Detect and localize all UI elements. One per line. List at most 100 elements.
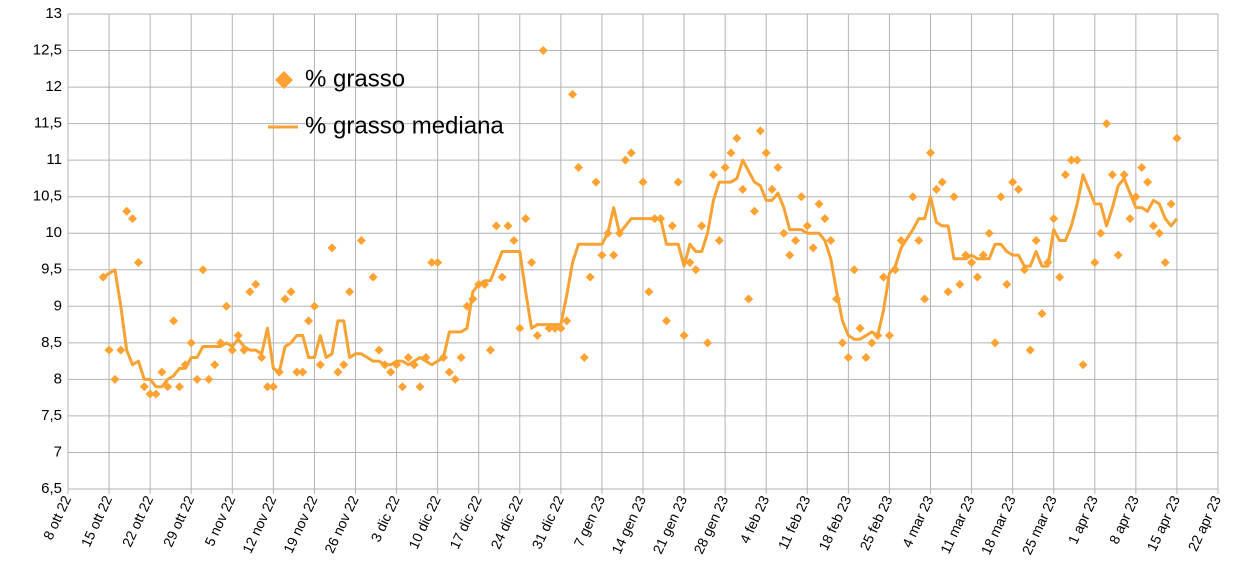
data-point — [861, 352, 871, 362]
data-point — [198, 265, 208, 275]
data-point — [926, 148, 935, 158]
y-tick-label: 10,5 — [33, 188, 62, 205]
data-point — [210, 360, 220, 370]
data-point — [532, 331, 542, 341]
data-point — [397, 382, 407, 392]
data-point — [227, 345, 237, 355]
data-point — [562, 316, 572, 326]
data-point — [691, 265, 701, 275]
y-tick-label: 8,5 — [41, 334, 62, 351]
data-point — [444, 367, 454, 377]
data-point — [1031, 236, 1041, 246]
data-point — [298, 367, 308, 377]
data-point — [843, 352, 853, 362]
data-point — [855, 323, 865, 333]
x-tick-label: 15 apr 23 — [1143, 493, 1183, 554]
data-point — [937, 177, 947, 187]
data-point — [931, 184, 941, 194]
data-point — [204, 374, 214, 384]
data-point — [174, 382, 184, 392]
data-point — [456, 352, 466, 362]
data-point — [145, 389, 155, 399]
data-point — [286, 287, 296, 297]
x-tick-label: 26 nov 22 — [321, 493, 362, 556]
y-tick-label: 13 — [45, 5, 62, 22]
data-point — [427, 257, 437, 267]
x-tick-label: 25 mar 23 — [1019, 493, 1060, 557]
data-point — [1119, 170, 1129, 180]
data-point — [749, 206, 759, 216]
data-point — [538, 46, 548, 56]
data-point — [403, 352, 413, 362]
x-tick-label: 8 apr 23 — [1106, 493, 1142, 547]
data-point — [867, 338, 877, 348]
data-point — [726, 148, 736, 158]
legend-marker — [275, 71, 293, 89]
data-point — [673, 177, 683, 187]
data-point — [245, 287, 255, 297]
y-tick-label: 7,5 — [41, 407, 62, 424]
data-point — [967, 257, 977, 267]
y-tick-label: 11,5 — [34, 115, 62, 132]
data-point — [761, 148, 771, 158]
data-point — [920, 294, 930, 304]
data-point — [791, 236, 801, 246]
data-point — [955, 279, 965, 289]
x-tick-label: 4 feb 23 — [736, 493, 772, 546]
data-point — [521, 214, 531, 224]
data-point — [192, 374, 202, 384]
x-tick-label: 29 ott 22 — [160, 493, 198, 549]
data-point — [568, 89, 578, 99]
data-point — [767, 184, 777, 194]
data-point — [233, 331, 243, 341]
y-tick-label: 10 — [45, 224, 62, 241]
x-tick-label: 17 dic 22 — [446, 493, 485, 551]
data-point — [1066, 155, 1076, 165]
data-point — [1154, 228, 1164, 238]
data-point — [221, 301, 231, 311]
data-point — [820, 214, 830, 224]
data-point — [708, 170, 718, 180]
data-point — [116, 345, 126, 355]
y-tick-label: 12 — [45, 78, 62, 95]
data-point — [703, 338, 713, 348]
data-point — [626, 148, 636, 158]
data-point — [1172, 133, 1182, 143]
data-point — [1078, 360, 1088, 370]
x-tick-label: 14 gen 23 — [608, 493, 649, 556]
data-point — [1166, 199, 1176, 209]
data-point — [374, 345, 384, 355]
data-point — [309, 301, 319, 311]
x-tick-label: 15 ott 22 — [78, 493, 116, 549]
data-point — [1072, 155, 1082, 165]
data-point — [644, 287, 654, 297]
y-tick-label: 9 — [54, 297, 62, 314]
data-point — [755, 126, 765, 136]
x-tick-label: 18 feb 23 — [815, 493, 854, 553]
x-tick-label: 7 gen 23 — [570, 493, 608, 549]
data-point — [292, 367, 302, 377]
data-point — [491, 221, 501, 231]
data-point — [333, 367, 343, 377]
x-tick-label: 1 apr 23 — [1065, 493, 1101, 547]
x-tick-label: 8 ott 22 — [40, 493, 74, 542]
data-point — [433, 257, 443, 267]
x-tick-label: 22 ott 22 — [119, 493, 157, 549]
data-point — [339, 360, 349, 370]
data-point — [268, 382, 278, 392]
data-point — [714, 236, 724, 246]
data-point — [157, 367, 167, 377]
data-point — [304, 316, 314, 326]
data-point — [785, 250, 795, 260]
data-point — [450, 374, 460, 384]
data-point — [485, 345, 495, 355]
legend-label: % grasso — [305, 65, 405, 92]
data-point — [1008, 177, 1018, 187]
data-point — [1049, 214, 1059, 224]
data-point — [802, 221, 812, 231]
data-point — [386, 367, 396, 377]
x-tick-label: 10 dic 22 — [405, 493, 444, 551]
x-tick-label: 4 mar 23 — [899, 493, 937, 550]
x-tick-label: 24 dic 22 — [487, 493, 526, 551]
